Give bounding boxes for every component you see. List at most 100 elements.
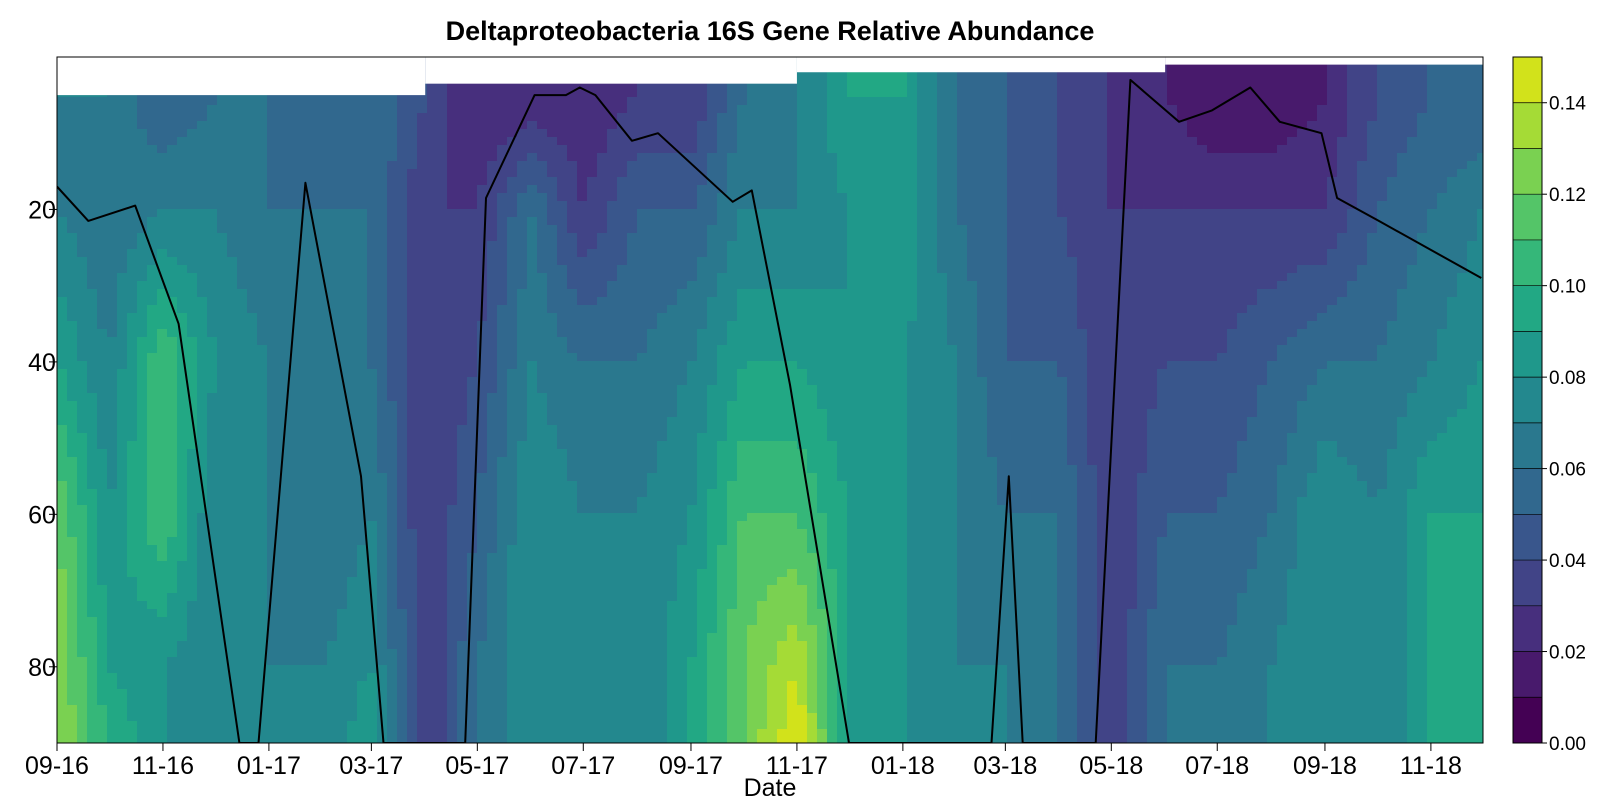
heatmap-cell [457, 177, 468, 186]
heatmap-cell [357, 441, 368, 450]
heatmap-cell [107, 737, 118, 743]
heatmap-cell [447, 169, 458, 178]
heatmap-cell [477, 721, 488, 730]
heatmap-cell [567, 233, 578, 242]
heatmap-cell [157, 217, 168, 226]
heatmap-cell [327, 593, 338, 602]
heatmap-cell [357, 713, 368, 722]
heatmap-cell [287, 177, 298, 186]
heatmap-cell [357, 193, 368, 202]
heatmap-cell [367, 385, 378, 394]
heatmap-cell [107, 441, 118, 450]
heatmap-cell [97, 737, 108, 743]
heatmap-cell [287, 417, 298, 426]
heatmap-cell [527, 585, 538, 594]
heatmap-cell [287, 673, 298, 682]
heatmap-cell [297, 521, 308, 530]
heatmap-cell [467, 697, 478, 706]
heatmap-cell [457, 377, 468, 386]
heatmap-cell [587, 457, 598, 466]
heatmap-cell [457, 129, 468, 138]
heatmap-cell [237, 729, 248, 738]
heatmap-cell [547, 153, 558, 162]
heatmap-cell [257, 561, 268, 570]
heatmap-cell [537, 161, 548, 170]
heatmap-cell [137, 641, 148, 650]
heatmap-cell [207, 417, 218, 426]
heatmap-cell [317, 513, 328, 522]
heatmap-cell [137, 481, 148, 490]
heatmap-cell [537, 537, 548, 546]
heatmap-cell [257, 273, 268, 282]
heatmap-cell [457, 209, 468, 218]
heatmap-cell [617, 705, 628, 714]
heatmap-cell [97, 569, 108, 578]
heatmap-cell [597, 225, 608, 234]
heatmap-cell [397, 641, 408, 650]
heatmap-cell [407, 433, 418, 442]
heatmap-cell [137, 377, 148, 386]
heatmap-cell [557, 697, 568, 706]
heatmap-cell [427, 441, 438, 450]
heatmap-cell [627, 465, 638, 474]
heatmap-cell [377, 345, 388, 354]
heatmap-cell [537, 609, 548, 618]
heatmap-cell [497, 593, 508, 602]
heatmap-cell [267, 265, 278, 274]
heatmap-cell [417, 473, 428, 482]
heatmap-cell [357, 457, 368, 466]
heatmap-cell [87, 345, 98, 354]
heatmap-cell [517, 489, 528, 498]
heatmap-cell [487, 625, 498, 634]
heatmap-cell [447, 385, 458, 394]
heatmap-cell [547, 249, 558, 258]
heatmap-cell [367, 513, 378, 522]
heatmap-cell [177, 561, 188, 570]
heatmap-cell [127, 185, 138, 194]
heatmap-cell [547, 737, 558, 743]
heatmap-cell [427, 697, 438, 706]
heatmap-cell [217, 145, 228, 154]
heatmap-cell [137, 585, 148, 594]
heatmap-cell [257, 361, 268, 370]
heatmap-cell [527, 409, 538, 418]
heatmap-cell [347, 273, 358, 282]
heatmap-cell [387, 673, 398, 682]
heatmap-cell [277, 289, 288, 298]
heatmap-cell [627, 81, 638, 90]
heatmap-cell [87, 465, 98, 474]
heatmap-cell [397, 361, 408, 370]
heatmap-cell [267, 449, 278, 458]
heatmap-cell [147, 169, 158, 178]
heatmap-cell [247, 505, 258, 514]
heatmap-cell [127, 321, 138, 330]
heatmap-cell [317, 321, 328, 330]
heatmap-cell [67, 257, 78, 266]
heatmap-cell [317, 593, 328, 602]
heatmap-cell [477, 409, 488, 418]
heatmap-cell [557, 649, 568, 658]
heatmap-cell [617, 505, 628, 514]
heatmap-cell [177, 585, 188, 594]
heatmap-cell [537, 337, 548, 346]
heatmap-cell [567, 481, 578, 490]
heatmap-cell [77, 593, 88, 602]
heatmap-cell [557, 241, 568, 250]
heatmap-cell [157, 353, 168, 362]
heatmap-cell [197, 737, 208, 743]
heatmap-cell [427, 457, 438, 466]
heatmap-cell [137, 465, 148, 474]
heatmap-cell [197, 625, 208, 634]
heatmap-cell [457, 649, 468, 658]
heatmap-cell [267, 377, 278, 386]
heatmap-cell [357, 449, 368, 458]
heatmap-cell [567, 401, 578, 410]
heatmap-cell [137, 313, 148, 322]
heatmap-cell [337, 729, 348, 738]
heatmap-cell [537, 457, 548, 466]
heatmap-cell [297, 689, 308, 698]
heatmap-cell [137, 129, 148, 138]
heatmap-cell [417, 233, 428, 242]
heatmap-cell [207, 737, 218, 743]
heatmap-cell [617, 281, 628, 290]
